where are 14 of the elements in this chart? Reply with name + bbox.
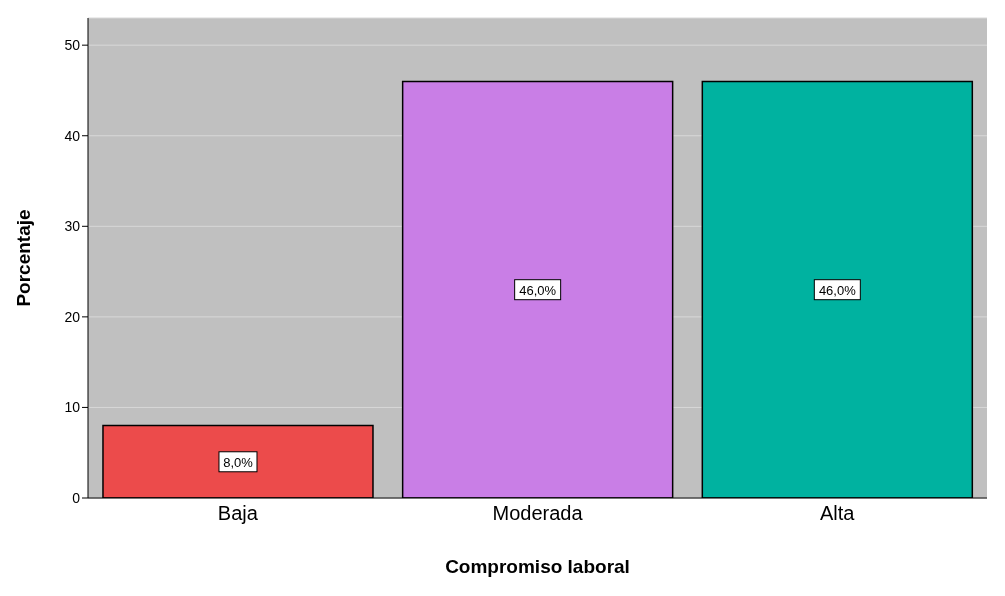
x-tick-label: Alta	[819, 502, 856, 525]
data-label: 46,0%	[519, 282, 557, 298]
y-tick-label: 30	[64, 218, 81, 235]
y-axis-title: Porcentaje	[12, 209, 34, 307]
x-tick-label: Moderada	[492, 502, 584, 525]
x-axis-title: Compromiso laboral	[445, 556, 630, 577]
y-tick-label: 50	[64, 37, 81, 54]
data-label: 46,0%	[818, 282, 857, 298]
y-tick-label: 0	[72, 489, 81, 506]
data-label: 8,0%	[223, 454, 254, 470]
y-tick-label: 20	[64, 308, 81, 325]
x-tick-label: Baja	[217, 502, 259, 525]
y-tick-label: 40	[64, 127, 81, 144]
y-tick-label: 10	[64, 399, 81, 416]
